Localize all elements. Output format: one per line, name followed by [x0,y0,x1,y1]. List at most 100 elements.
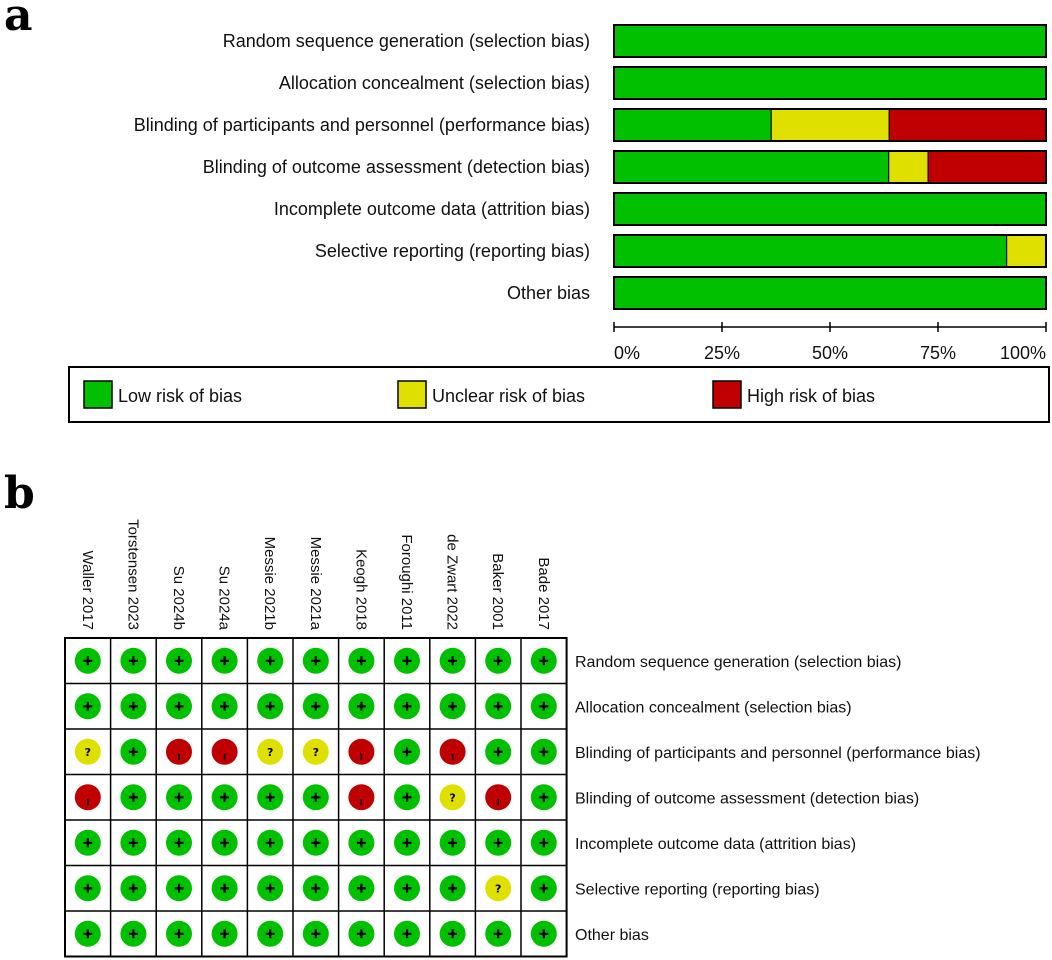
plus-bar-v [223,838,226,848]
low-risk-icon [166,784,192,811]
unclear-risk-icon: ? [302,738,329,765]
low-risk-icon [211,784,238,811]
high-risk-icon [74,784,101,811]
low-risk-icon [74,875,101,902]
plus-bar-v [360,701,363,711]
low-risk-icon [530,920,557,947]
plus-bar-v [542,656,545,666]
plus-bar-v [497,701,500,711]
plus-bar-v [177,701,181,711]
plus-bar-v [497,929,500,939]
low-risk-icon [120,647,147,674]
bar-segment-unclear [1006,234,1047,268]
low-risk-icon [530,875,557,902]
category-label: Incomplete outcome data (attrition bias) [274,199,590,219]
low-risk-icon [257,647,284,674]
study-label: Su 2024a [216,566,233,631]
low-risk-icon [166,875,192,902]
panel-a-bars [613,24,1047,310]
bar-segment-low [613,108,772,142]
low-risk-icon [120,920,147,947]
bar-segment-unclear [770,108,890,142]
domain-label: Blinding of outcome assessment (detectio… [575,790,919,807]
low-risk-icon [530,829,557,856]
x-tick-label: 75% [920,343,956,363]
plus-bar-v [177,838,181,848]
plus-bar-v [177,656,181,666]
legend-box [68,366,1050,423]
study-label: de Zwart 2022 [444,534,461,630]
study-label: Keogh 2018 [352,549,369,630]
bar-outline [613,24,1047,58]
low-risk-icon [302,693,329,720]
unclear-risk-icon: ? [485,875,512,902]
low-risk-icon [120,875,147,902]
low-risk-icon [485,829,512,856]
low-risk-icon [211,693,238,720]
study-label: Foroughi 2011 [398,534,415,630]
minus-mark [497,799,499,806]
low-risk-icon [485,920,512,947]
low-risk-icon [74,829,101,856]
unclear-risk-icon: ? [257,738,284,765]
low-risk-icon [530,693,557,720]
plus-bar-v [497,656,500,666]
legend-label-high: High risk of bias [747,386,875,406]
legend-swatch-high [712,380,742,409]
minus-mark [178,753,180,760]
low-risk-icon [394,647,420,674]
study-label: Torstensen 2023 [124,519,141,630]
low-risk-icon [348,647,375,674]
minus-mark [360,753,363,760]
plus-bar-v [405,929,409,939]
study-label: Messie 2021b [261,537,278,630]
bar-segment-low [613,24,1047,58]
plus-bar-v [132,747,135,757]
low-risk-icon [348,693,375,720]
plus-bar-v [314,929,317,939]
plus-bar-v [269,838,272,848]
plus-bar-v [405,701,409,711]
low-risk-icon [120,738,147,765]
bar-segment-low [613,276,1047,310]
panel-b-label: b [4,468,35,519]
low-risk-icon [257,784,284,811]
plus-bar-v [405,656,409,666]
legend-swatch-unclear [397,380,427,409]
bar-segment-unclear [888,150,929,184]
low-risk-icon [302,875,329,902]
x-tick-label: 0% [614,343,640,363]
domain-label: Allocation concealment (selection bias) [575,699,852,716]
unclear-risk-icon: ? [74,738,101,765]
low-risk-icon [348,829,375,856]
plus-bar-v [269,701,272,711]
plus-bar-v [223,656,226,666]
low-risk-icon [439,829,466,856]
low-risk-icon [302,829,329,856]
plus-bar-v [497,747,500,757]
low-risk-icon [302,784,329,811]
low-risk-icon [257,693,284,720]
plus-bar-v [86,883,89,893]
panel-a-label: a [4,0,33,41]
bar-outline [613,66,1047,100]
low-risk-icon [166,647,192,674]
panel-a-x-axis: 0% 25% 50% 75% 100% [613,322,1047,363]
judgement-circle [302,738,329,765]
plus-bar-v [223,929,226,939]
low-risk-icon [74,693,101,720]
high-risk-icon [166,738,192,765]
study-label: Waller 2017 [79,551,96,630]
plus-bar-v [542,747,545,757]
plus-bar-v [360,656,363,666]
plus-bar-v [269,929,272,939]
plus-bar-v [360,883,363,893]
plus-bar-v [542,883,545,893]
bar-outline [613,276,1047,310]
low-risk-icon [211,920,238,947]
panel-b-grid [64,637,568,958]
study-label: Bade 2017 [535,557,552,630]
x-tick-label: 100% [1000,343,1046,363]
panel-a-category-labels: Random sequence generation (selection bi… [134,31,590,303]
